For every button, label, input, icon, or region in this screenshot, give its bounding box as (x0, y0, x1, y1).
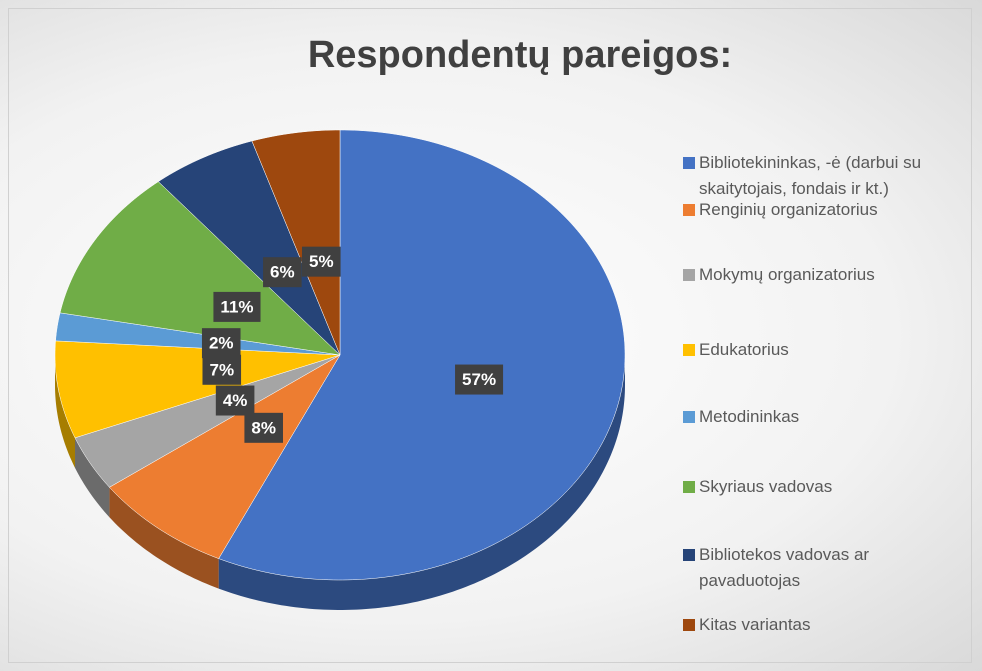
legend-item: Edukatorius (683, 337, 973, 363)
legend-item: Bibliotekininkas, -ė (darbui su skaityto… (683, 150, 973, 202)
data-label: 6% (263, 257, 302, 288)
data-label-text: 5% (309, 252, 334, 271)
data-label: 8% (244, 412, 283, 443)
data-label-text: 11% (220, 297, 253, 316)
slice-side (75, 437, 110, 518)
legend-label: Bibliotekos vadovas ar pavaduotojas (699, 545, 870, 590)
data-label-box (202, 354, 242, 385)
data-label-box (213, 291, 261, 322)
legend-item: Mokymų organizatorius (683, 262, 973, 288)
data-label: 5% (301, 246, 341, 277)
data-label: 11% (213, 291, 261, 322)
slice (157, 140, 341, 356)
data-label-box (301, 246, 341, 277)
data-label-text: 2% (209, 334, 234, 353)
legend-label: Edukatorius (699, 340, 789, 359)
slice (74, 354, 341, 488)
slice (54, 340, 341, 439)
data-label: 4% (215, 385, 255, 416)
slice (251, 129, 341, 356)
legend-item: Renginių organizatorius (683, 197, 973, 223)
legend-item: Kitas variantas (683, 612, 973, 638)
legend-swatch (683, 204, 695, 216)
legend-label: Kitas variantas (699, 615, 811, 634)
data-label-box (215, 385, 255, 416)
legend-swatch (683, 549, 695, 561)
slice (59, 181, 341, 356)
data-label-text: 7% (209, 360, 234, 379)
legend-label: Renginių organizatorius (699, 200, 878, 219)
legend-swatch (683, 411, 695, 423)
legend-swatch (683, 157, 695, 169)
chart-title: Respondentų pareigos: (307, 34, 733, 76)
legend-swatch (683, 269, 695, 281)
data-label-box (263, 257, 302, 288)
data-label-box (455, 364, 504, 395)
data-label: 2% (201, 328, 241, 359)
data-label-box (244, 412, 283, 443)
data-label-text: 8% (251, 418, 276, 437)
legend-label: Skyriaus vadovas (699, 477, 833, 496)
legend-swatch (683, 481, 695, 493)
data-label-text: 4% (223, 391, 248, 410)
slice-side (218, 355, 626, 610)
legend-label: Metodininkas (699, 407, 800, 426)
chart-frame (8, 8, 972, 663)
slice-side (109, 487, 219, 589)
legend-swatch (683, 619, 695, 631)
data-label-box (201, 328, 241, 359)
legend-item: Metodininkas (683, 404, 973, 430)
slice-side (55, 355, 76, 468)
legend-label: Mokymų organizatorius (699, 265, 875, 284)
legend-label: Bibliotekininkas, -ė (darbui su skaityto… (699, 153, 922, 198)
data-label: 7% (202, 354, 242, 385)
legend-swatch (683, 344, 695, 356)
data-label-text: 6% (270, 263, 295, 282)
data-label: 57% (455, 364, 504, 395)
legend-item: Bibliotekos vadovas ar pavaduotojas (683, 542, 973, 594)
data-label-text: 57% (462, 370, 496, 389)
slice (109, 354, 341, 559)
legend-item: Skyriaus vadovas (683, 474, 973, 500)
slice (218, 129, 626, 581)
